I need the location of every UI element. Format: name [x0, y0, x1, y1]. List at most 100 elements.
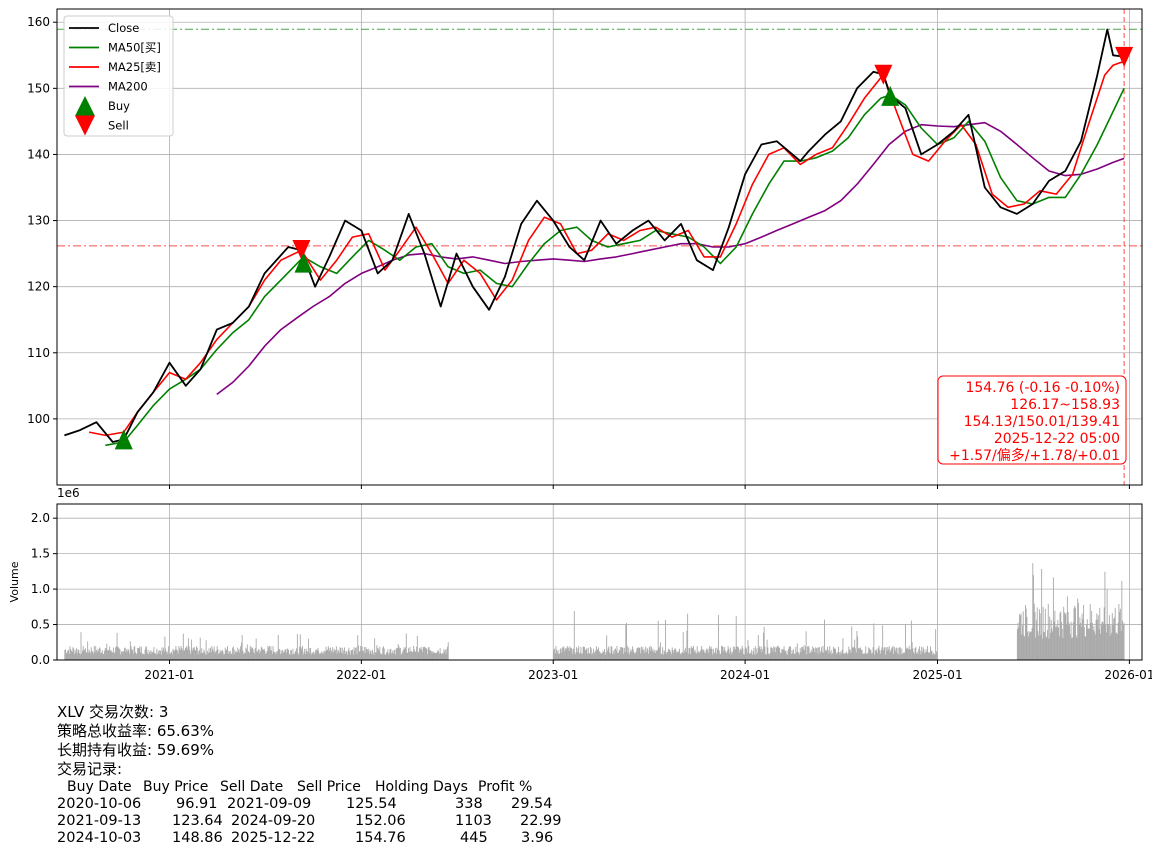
volume-bar [445, 653, 447, 660]
volume-bar [815, 648, 817, 660]
volume-bar [132, 650, 133, 660]
volume-bar [567, 646, 569, 660]
volume-bar [787, 654, 789, 660]
volume-bar [737, 646, 739, 660]
volume-bar [443, 649, 445, 660]
volume-bar [1025, 608, 1027, 660]
volume-bar [424, 647, 426, 660]
volume-bar [887, 647, 889, 660]
volume-bar [1048, 638, 1050, 660]
volume-bar [387, 649, 389, 660]
volume-bar [124, 647, 126, 660]
volume-bar [922, 647, 924, 660]
volume-bar [340, 648, 342, 660]
volume-bar [209, 652, 211, 660]
volume-bar [216, 646, 218, 660]
volume-bar [350, 649, 352, 660]
volume-bar [389, 649, 391, 660]
volume-bar [788, 649, 789, 660]
header-sell-date: Sell Date [220, 779, 284, 795]
volume-bar [257, 651, 259, 660]
volume-bar [392, 650, 394, 660]
volume-bar [217, 649, 219, 660]
volume-bar [696, 653, 697, 660]
volume-bar [668, 649, 670, 660]
volume-bar [191, 648, 193, 660]
volume-bar [160, 654, 162, 660]
cell-buy-price: 96.91 [176, 796, 218, 812]
volume-bar [902, 652, 904, 660]
volume-bar [265, 653, 267, 660]
volume-bar [306, 651, 308, 660]
volume-bar [156, 648, 158, 660]
volume-bar [838, 652, 840, 660]
volume-bar [293, 653, 295, 660]
info-box-line: 154.76 (-0.16 -0.10%) [965, 380, 1120, 396]
volume-bar [683, 652, 685, 660]
volume-bar [1077, 603, 1079, 660]
volume-bar [558, 654, 560, 660]
volume-bar [411, 652, 413, 660]
volume-bar [1030, 631, 1032, 660]
volume-bar [403, 647, 405, 660]
volume-bar [662, 647, 664, 660]
volume-bar [807, 645, 809, 660]
volume-bar [436, 653, 437, 660]
volume-bar [809, 653, 811, 660]
volume-bar [126, 649, 128, 660]
volume-bar [876, 649, 878, 660]
volume-bar [917, 654, 919, 660]
volume-bar [602, 650, 604, 660]
volume-bar [1035, 637, 1037, 660]
volume-bar [1054, 610, 1056, 660]
volume-bar [202, 652, 204, 660]
volume-bar [640, 646, 642, 660]
volume-bar [170, 652, 172, 660]
volume-bar [930, 646, 931, 660]
volume-bar [777, 645, 779, 660]
volume-bar [122, 652, 124, 660]
volume-bar [247, 651, 249, 660]
volume-bar [105, 648, 107, 660]
volume-bar [704, 652, 706, 660]
volume-bar [570, 647, 572, 660]
volume-bar [867, 652, 869, 660]
volume-bar [190, 639, 192, 660]
volume-bar [687, 653, 689, 660]
volume-bar [860, 650, 862, 660]
volume-bar [756, 648, 758, 660]
volume-bar [76, 653, 78, 660]
volume-bar [566, 647, 568, 660]
volume-bar [596, 649, 598, 660]
volume-bar [1115, 633, 1117, 660]
volume-bar [435, 653, 437, 660]
volume-bar [272, 646, 274, 660]
volume-bar [1068, 622, 1070, 660]
volume-bar [345, 650, 347, 660]
volume-bar [1086, 624, 1087, 660]
volume-bar [1044, 632, 1046, 660]
volume-bar [838, 646, 839, 660]
volume-bar [1103, 607, 1105, 660]
cell-holding-days: 338 [455, 796, 483, 812]
cell-profit: 29.54 [511, 796, 553, 812]
volume-bar [788, 646, 790, 660]
volume-bar [919, 650, 921, 660]
volume-bar [598, 647, 600, 660]
volume-bar [361, 646, 363, 660]
volume-bar [425, 648, 427, 660]
volume-bar [393, 653, 395, 660]
volume-bar [1114, 617, 1115, 660]
volume-bar [746, 652, 748, 660]
volume-bar [148, 654, 150, 660]
volume-bar [197, 654, 199, 660]
volume-bar [1098, 629, 1100, 660]
volume-bar [1060, 611, 1062, 660]
volume-bar [414, 651, 416, 660]
volume-bar [707, 652, 709, 660]
volume-bar [1069, 634, 1071, 660]
volume-bar [751, 654, 753, 660]
volume-bar [360, 648, 362, 660]
volume-bar [559, 648, 561, 660]
volume-bar [263, 649, 264, 660]
